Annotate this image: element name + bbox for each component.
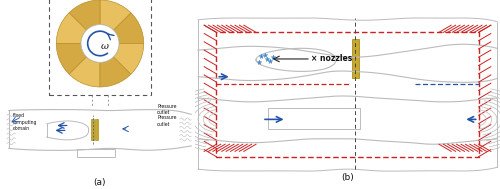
Text: × nozzles: × nozzles	[311, 54, 352, 64]
Text: Pressure
outlet: Pressure outlet	[157, 115, 176, 127]
Bar	[77, 149, 115, 157]
Text: ω: ω	[101, 42, 109, 51]
Bar	[268, 108, 360, 129]
Wedge shape	[69, 0, 100, 30]
Text: Fixed
computing
domain: Fixed computing domain	[12, 113, 37, 131]
Text: (a): (a)	[94, 178, 106, 187]
Wedge shape	[69, 57, 100, 87]
Text: (b): (b)	[341, 173, 354, 182]
Wedge shape	[56, 43, 86, 74]
Bar	[48, 0, 152, 94]
Bar	[216, 32, 478, 157]
Wedge shape	[114, 43, 144, 74]
Wedge shape	[114, 13, 144, 43]
Wedge shape	[100, 57, 131, 87]
Wedge shape	[100, 0, 131, 30]
Bar	[352, 40, 359, 78]
Bar	[92, 119, 94, 140]
Circle shape	[81, 25, 119, 62]
Text: Pressure
outlet: Pressure outlet	[157, 104, 176, 115]
Wedge shape	[56, 13, 86, 43]
Bar	[95, 119, 98, 140]
